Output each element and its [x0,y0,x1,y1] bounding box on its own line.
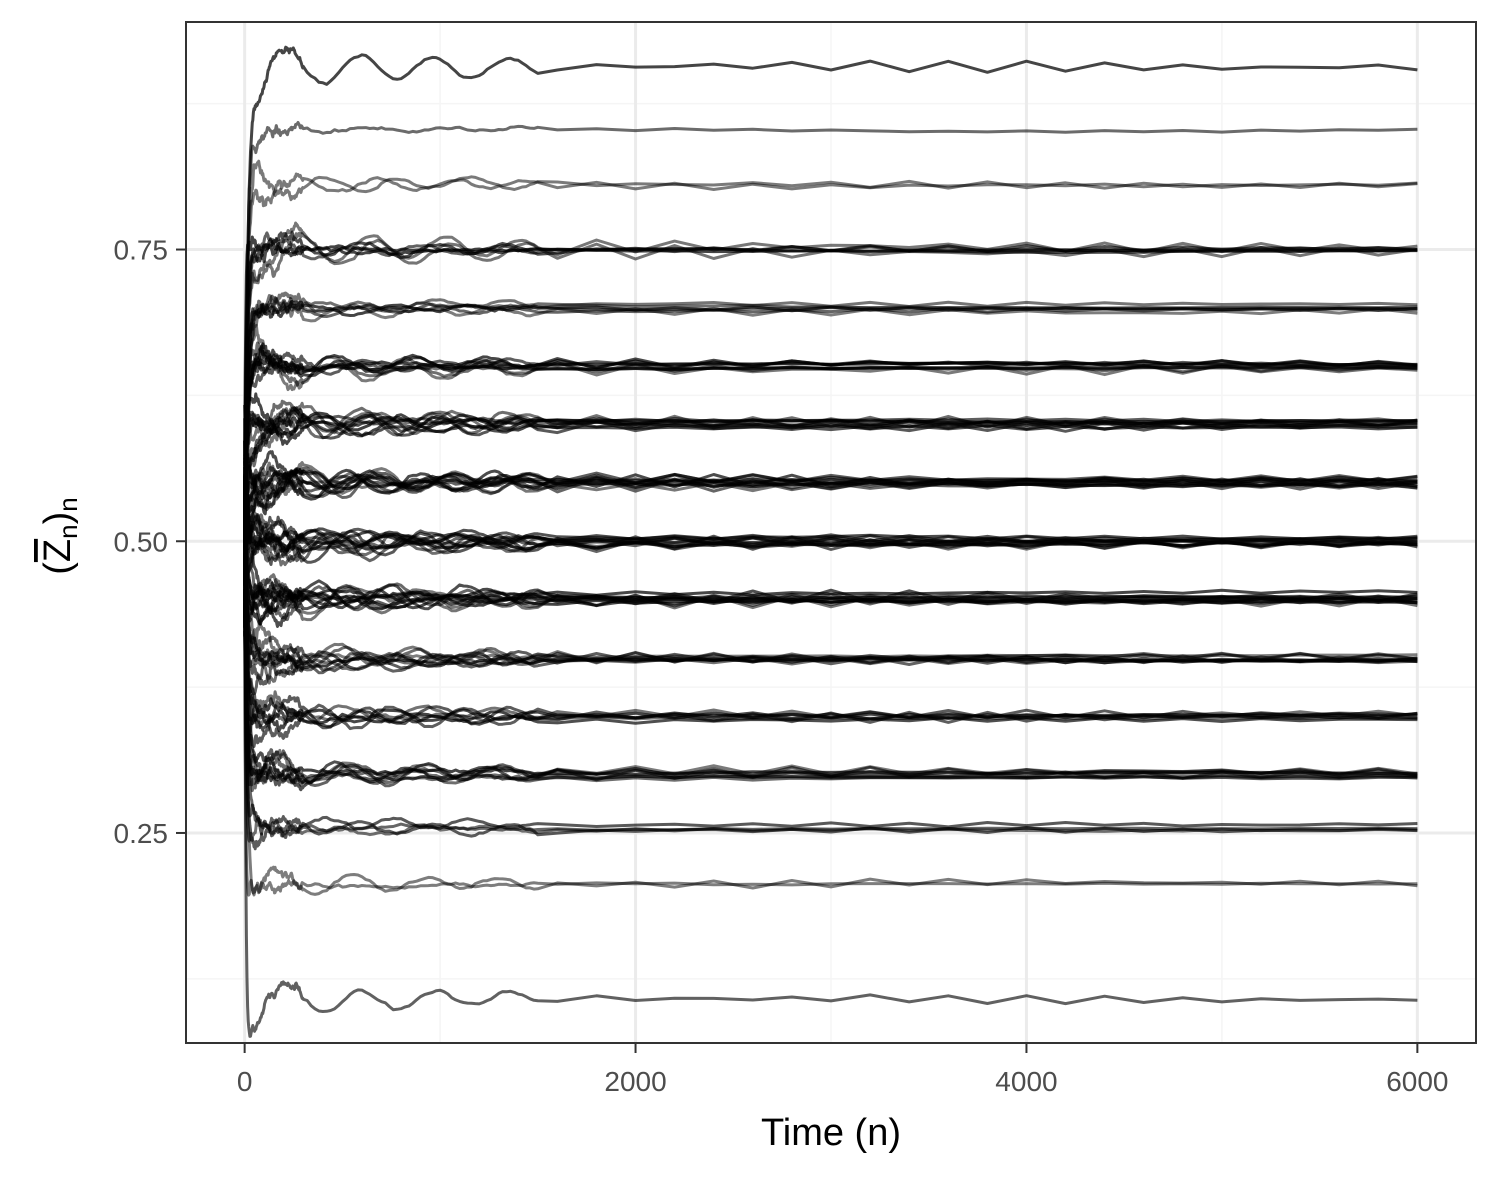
series-line [243,406,1418,492]
series-line [243,577,1418,728]
series-line [243,468,1418,602]
series-line [243,221,1418,497]
y-axis-title-open: ( [37,562,79,575]
y-tick-labels: 0.25 0.50 0.75 [114,235,169,849]
x-tick-labels: 0 2000 4000 6000 [237,1066,1449,1097]
y-axis-title-sub2: n [53,497,83,511]
x-tick-label: 4000 [995,1066,1057,1097]
y-tick-label: 0.25 [114,818,169,849]
series-line [243,159,1418,585]
y-axis-title-var: Z [37,539,79,562]
svg-text:(Zn)n: (Zn)n [37,497,83,574]
x-tick-label: 0 [237,1066,253,1097]
panel-border [185,21,1477,1044]
series-line [243,573,1418,686]
y-tick-label: 0.75 [114,235,169,266]
x-tick-label: 6000 [1386,1066,1448,1097]
series-line [243,342,1418,537]
y-axis-title-sub1: n [53,524,83,538]
series-line [243,568,1418,748]
series-line [243,351,1418,517]
axis-ticks [176,248,1419,1053]
series-line [243,575,1418,897]
x-axis-title: Time (n) [761,1112,901,1154]
series-line [243,603,1418,843]
y-axis-title-close: ) [37,512,79,525]
minor-gridlines [186,22,1476,1043]
series-line [243,299,1418,587]
series-line [243,521,1418,1038]
series-line [243,560,1418,685]
series-line [243,121,1418,506]
series-line [243,595,1418,792]
series-line [243,583,1418,612]
series-line [243,516,1418,674]
series-line [243,231,1418,584]
series-line [243,418,1418,740]
series-line [243,559,1418,611]
series-line [243,529,1418,623]
y-axis-title: (Zn)n [37,497,83,574]
series-line [243,592,1418,788]
series-line [243,478,1418,726]
series-line [243,450,1418,601]
series-line [243,172,1418,466]
series-lines [243,45,1418,1038]
series-line [243,45,1418,619]
series-line [243,231,1418,637]
series-line [243,497,1418,851]
series-line [243,460,1418,491]
x-tick-label: 2000 [604,1066,666,1097]
series-line [243,302,1418,567]
series-line [243,412,1418,546]
y-tick-label: 0.50 [114,526,169,557]
series-line [243,359,1418,539]
